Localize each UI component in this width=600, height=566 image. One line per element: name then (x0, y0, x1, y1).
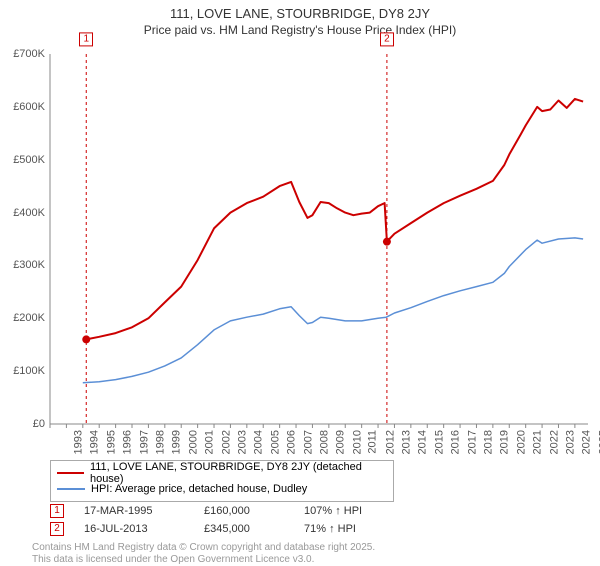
chart-legend: 111, LOVE LANE, STOURBRIDGE, DY8 2JY (de… (50, 460, 394, 502)
annotation-row: 2 16-JUL-2013 £345,000 71% ↑ HPI (50, 520, 362, 538)
legend-label: 111, LOVE LANE, STOURBRIDGE, DY8 2JY (de… (90, 461, 387, 485)
sale-marker-badge: 1 (79, 32, 93, 46)
annotation-table: 1 17-MAR-1995 £160,000 107% ↑ HPI 2 16-J… (50, 502, 362, 538)
annotation-price: £160,000 (204, 505, 284, 517)
legend-swatch (57, 472, 84, 474)
marker-badge: 2 (50, 522, 64, 536)
annotation-date: 17-MAR-1995 (84, 505, 184, 517)
annotation-pct: 107% ↑ HPI (304, 505, 362, 517)
annotation-date: 16-JUL-2013 (84, 523, 184, 535)
footer-copyright: Contains HM Land Registry data © Crown c… (32, 542, 375, 553)
annotation-pct: 71% ↑ HPI (304, 523, 356, 535)
marker-badge: 1 (50, 504, 64, 518)
legend-label: HPI: Average price, detached house, Dudl… (91, 483, 307, 495)
legend-swatch (57, 488, 85, 490)
annotation-price: £345,000 (204, 523, 284, 535)
legend-item: 111, LOVE LANE, STOURBRIDGE, DY8 2JY (de… (57, 465, 387, 481)
annotation-row: 1 17-MAR-1995 £160,000 107% ↑ HPI (50, 502, 362, 520)
sale-marker-badge: 2 (380, 32, 394, 46)
